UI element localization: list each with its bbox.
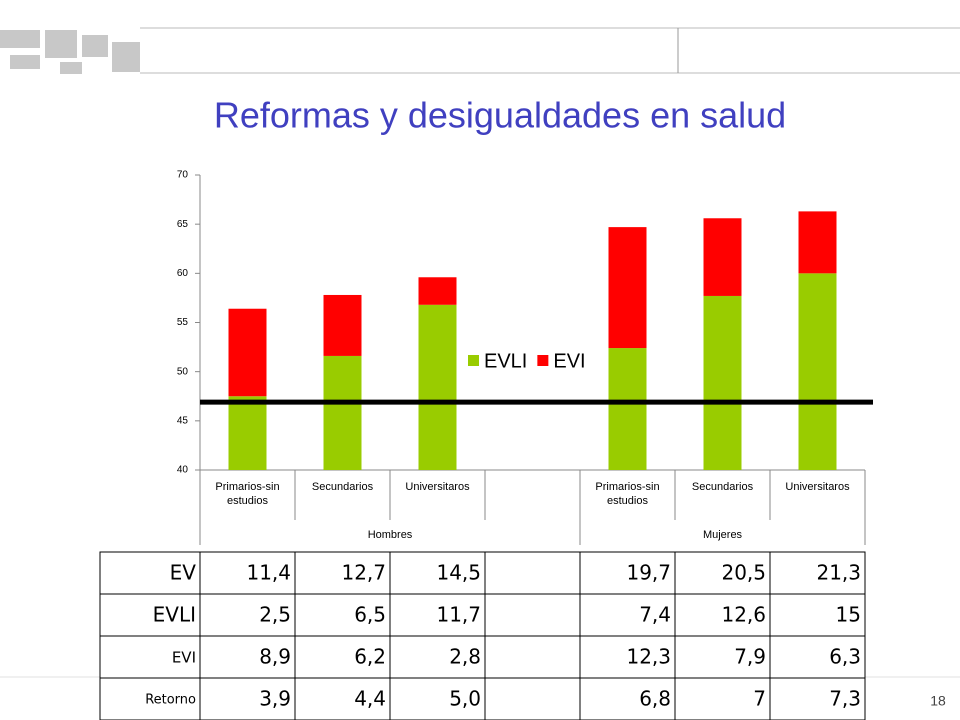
table-text: 11,4 xyxy=(246,561,291,585)
x-tick-label-box: Universitaros xyxy=(785,481,850,493)
table-text: 12,7 xyxy=(341,561,386,585)
table-cell xyxy=(389,551,486,595)
y-tick-label: 55 xyxy=(177,317,189,328)
x-tick-label: Universitaros xyxy=(405,481,470,493)
table-text: EVI xyxy=(172,649,196,667)
x-tick-label-box: Secundarios xyxy=(691,481,754,493)
table-text: 4,4 xyxy=(354,687,386,711)
table-cell xyxy=(294,635,391,679)
table-cell xyxy=(769,635,866,679)
table-text: 8,9 xyxy=(259,645,291,669)
table-cell xyxy=(674,551,771,595)
bar-segment xyxy=(703,295,742,470)
legend-swatch xyxy=(468,355,479,366)
table-text: 12,6 xyxy=(721,603,766,627)
x-tick-label: Universitaros xyxy=(785,481,850,493)
legend-label: EVI xyxy=(553,350,585,372)
logo xyxy=(0,30,140,74)
table-text: 6,2 xyxy=(354,645,386,669)
table-cell xyxy=(484,635,581,679)
y-tick-label: 60 xyxy=(177,268,189,279)
table-text: 21,3 xyxy=(816,561,861,585)
bar-segment xyxy=(228,396,267,470)
table-text: Retorno xyxy=(145,693,196,708)
bar-segment xyxy=(608,227,647,349)
x-tick-label-box: Primarios-sin estudios xyxy=(215,481,280,507)
bar-segment xyxy=(608,348,647,470)
table-text: 14,5 xyxy=(436,561,481,585)
table-text: EVLI xyxy=(153,603,196,627)
bar-segment xyxy=(418,304,457,470)
x-tick-label-box: Universitaros xyxy=(405,481,470,493)
table-text: 6,8 xyxy=(639,687,671,711)
table-cell xyxy=(99,593,201,637)
bar-segment xyxy=(323,355,362,470)
x-tick-label: Primarios-sin estudios xyxy=(595,481,660,507)
table-text: 15 xyxy=(836,603,861,627)
table-text: 2,8 xyxy=(449,645,481,669)
y-tick-label: 70 xyxy=(177,170,189,181)
y-tick-label: 40 xyxy=(177,465,189,476)
table-cell xyxy=(99,635,201,679)
table-cell xyxy=(484,593,581,637)
table-cell xyxy=(674,677,771,720)
x-tick-label: Primarios-sin estudios xyxy=(215,481,280,507)
table-cell xyxy=(579,677,676,720)
table-cell xyxy=(674,593,771,637)
legend-label: EVLI xyxy=(484,350,527,372)
bar-segment xyxy=(323,294,362,356)
y-tick-label: 50 xyxy=(177,366,189,377)
table-text: 5,0 xyxy=(449,687,481,711)
y-tick-label: 65 xyxy=(177,219,189,230)
x-tick-label: Secundarios xyxy=(311,481,374,493)
page-number: 18 xyxy=(930,693,946,709)
table-text: 7,4 xyxy=(639,603,671,627)
y-tick-label: 45 xyxy=(177,415,189,426)
table-text: 2,5 xyxy=(259,603,291,627)
table-text: 7 xyxy=(753,687,766,711)
bar-segment xyxy=(228,308,267,397)
table-text: 7,3 xyxy=(829,687,861,711)
x-tick-label: Secundarios xyxy=(691,481,754,493)
legend-swatch xyxy=(537,355,549,366)
x-tick-label-box: Primarios-sin estudios xyxy=(595,481,660,507)
table-text: EV xyxy=(170,561,197,585)
table-cell xyxy=(294,677,391,720)
table-text: 6,5 xyxy=(354,603,386,627)
bar-segment xyxy=(798,273,837,470)
table-text: 7,9 xyxy=(734,645,766,669)
table-text: 3,9 xyxy=(259,687,291,711)
bar-segment xyxy=(703,218,742,296)
table-cell xyxy=(484,551,581,595)
bar-segment xyxy=(798,211,837,274)
table-cell xyxy=(99,551,201,595)
table-cell xyxy=(579,635,676,679)
table-text: 19,7 xyxy=(626,561,671,585)
table-text: 11,7 xyxy=(436,603,481,627)
group-label: Hombres xyxy=(368,529,413,541)
table-cell xyxy=(484,677,581,720)
table-cell xyxy=(769,593,866,637)
slide-title: Reformas y desigualdades en salud xyxy=(214,95,786,136)
group-label: Mujeres xyxy=(703,529,743,541)
table-cell xyxy=(769,677,866,720)
table-text: 20,5 xyxy=(721,561,766,585)
table-text: 6,3 xyxy=(829,645,861,669)
table-cell xyxy=(199,593,296,637)
bar-segment xyxy=(418,277,457,305)
x-tick-label-box: Secundarios xyxy=(311,481,374,493)
table-cell xyxy=(769,551,866,595)
table-text: 12,3 xyxy=(626,645,671,669)
